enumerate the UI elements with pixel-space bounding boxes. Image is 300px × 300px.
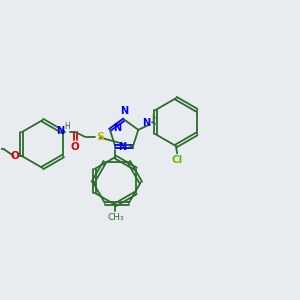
Text: CH₃: CH₃ — [107, 213, 124, 222]
Text: N: N — [118, 142, 126, 152]
Text: S: S — [96, 133, 104, 142]
Text: O: O — [11, 151, 20, 161]
Text: N: N — [113, 123, 121, 134]
Text: N: N — [142, 118, 151, 128]
Text: O: O — [70, 142, 79, 152]
Text: Cl: Cl — [172, 155, 183, 165]
Text: N: N — [120, 106, 128, 116]
Text: N: N — [57, 126, 65, 136]
Text: H: H — [65, 122, 70, 131]
Text: H: H — [151, 114, 157, 123]
